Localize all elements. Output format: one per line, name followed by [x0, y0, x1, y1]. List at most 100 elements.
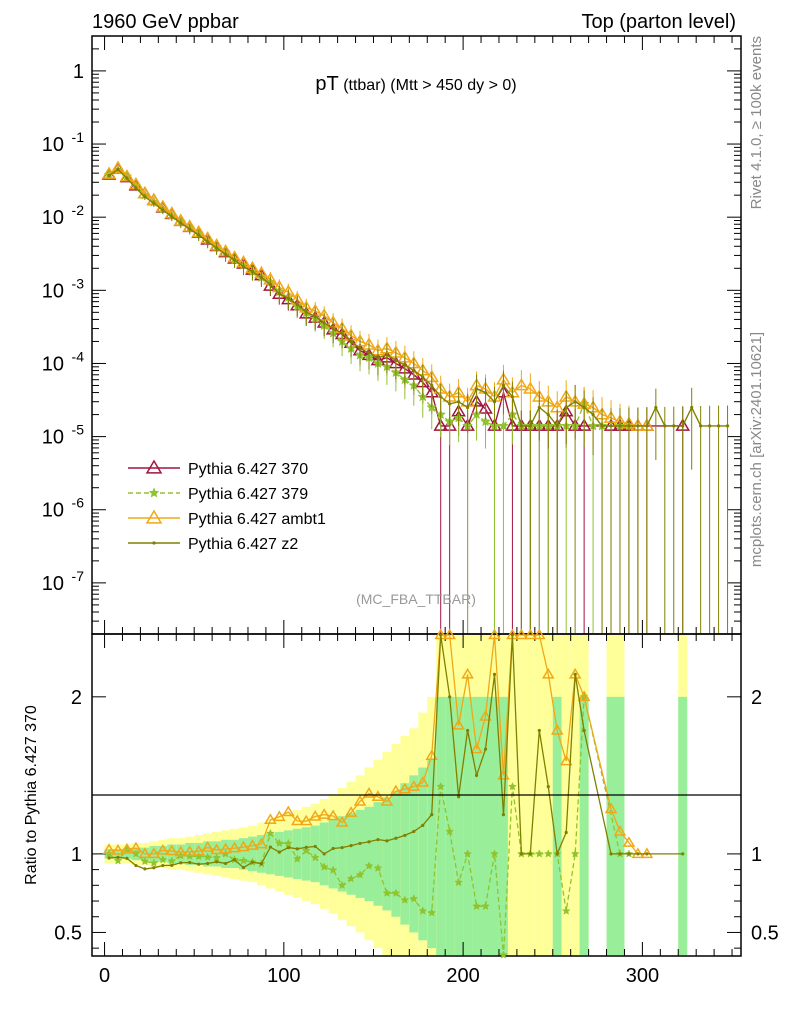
data-point: [353, 795, 367, 806]
data-point: [622, 836, 636, 847]
ratio-band-inner: [373, 802, 383, 906]
data-point: [349, 844, 353, 848]
data-point: [331, 846, 335, 851]
data-point: [148, 487, 160, 498]
data-point: [498, 420, 509, 431]
data-point: [313, 844, 317, 849]
plot-title: pT (ttbar) (Mtt > 450 dy > 0): [315, 73, 516, 95]
data-point: [138, 847, 152, 859]
data-point: [445, 826, 455, 836]
data-point: [430, 383, 434, 388]
data-point: [268, 845, 272, 849]
data-point: [219, 842, 232, 854]
data-point: [409, 894, 419, 903]
data-point: [259, 275, 264, 280]
data-point: [290, 814, 304, 826]
ratio-band-inner: [364, 806, 374, 902]
data-point: [534, 849, 544, 858]
ratio-band-inner: [301, 827, 311, 881]
ratio-band-inner: [463, 696, 473, 955]
legend-label: Pythia 6.427 370: [188, 461, 308, 478]
data-point: [618, 424, 622, 428]
data-point: [391, 888, 401, 897]
data-point: [197, 233, 201, 237]
data-point: [337, 880, 347, 890]
data-point: [436, 781, 446, 791]
data-point: [403, 363, 407, 367]
data-point: [618, 852, 622, 856]
data-point: [418, 906, 428, 915]
ratio-tick-label-right: 0.5: [751, 922, 779, 944]
series-2: [101, 160, 655, 634]
data-point: [514, 377, 529, 391]
x-tick-label: 200: [446, 965, 479, 987]
data-point: [301, 845, 311, 855]
data-point: [310, 852, 320, 862]
data-point: [140, 856, 150, 866]
data-point: [340, 331, 344, 335]
x-tick-label: 0: [99, 965, 110, 987]
data-point: [564, 405, 568, 410]
ratio-band-inner: [292, 828, 302, 880]
data-point: [322, 321, 326, 325]
data-point: [295, 847, 299, 851]
legend-label: Pythia 6.427 379: [188, 486, 308, 503]
ratio-band-inner: [552, 696, 562, 955]
data-point: [463, 849, 472, 858]
ratio-band-inner: [337, 816, 347, 892]
data-point: [400, 895, 410, 904]
data-point: [577, 690, 591, 702]
data-point: [470, 742, 483, 754]
data-point: [145, 509, 163, 524]
data-point: [125, 176, 129, 180]
y-tick-label: 10: [42, 134, 64, 156]
header-right: Top (parton level): [581, 11, 736, 33]
data-point: [559, 754, 573, 766]
data-point: [107, 856, 111, 860]
ratio-tick-label: 2: [71, 687, 82, 709]
data-point: [223, 861, 228, 866]
y-tick-label: 10: [42, 353, 64, 375]
data-point: [273, 810, 286, 822]
data-point: [282, 805, 295, 817]
ratio-band-inner: [382, 797, 392, 911]
legend: Pythia 6.427 370 Pythia 6.427 379 Pythia 6…: [128, 459, 326, 553]
data-point: [158, 855, 168, 864]
ratio-band-inner: [346, 813, 356, 895]
data-point: [488, 628, 501, 640]
data-point: [346, 874, 356, 883]
ratio-band-inner: [579, 696, 589, 955]
ratio-band-inner: [230, 839, 240, 869]
data-point: [268, 282, 272, 287]
data-point: [528, 852, 532, 856]
data-point: [116, 167, 120, 172]
ratio-band-inner: [472, 696, 482, 955]
data-point: [367, 840, 371, 844]
ratio-band-inner: [436, 696, 446, 955]
data-point: [223, 252, 228, 256]
ratio-band-inner: [454, 696, 464, 955]
y-tick-exponent: -5: [72, 422, 85, 438]
data-point: [161, 863, 165, 868]
data-point: [582, 405, 586, 410]
data-point: [206, 240, 210, 244]
data-point: [165, 844, 179, 856]
data-point: [110, 160, 126, 173]
ratio-band-inner: [355, 809, 365, 898]
data-point: [355, 870, 365, 879]
data-point: [555, 424, 559, 428]
data-point: [604, 802, 618, 814]
y-tick-label: 10: [42, 500, 64, 522]
data-point: [573, 400, 577, 404]
data-point: [373, 863, 383, 872]
data-point: [472, 901, 482, 911]
data-point: [600, 424, 604, 428]
ratio-band-inner: [391, 791, 401, 917]
data-point: [152, 541, 156, 545]
data-point: [250, 860, 255, 864]
data-point: [699, 424, 703, 428]
data-point: [286, 846, 290, 850]
data-point: [541, 667, 555, 679]
data-point: [457, 400, 461, 404]
data-point: [239, 856, 248, 865]
